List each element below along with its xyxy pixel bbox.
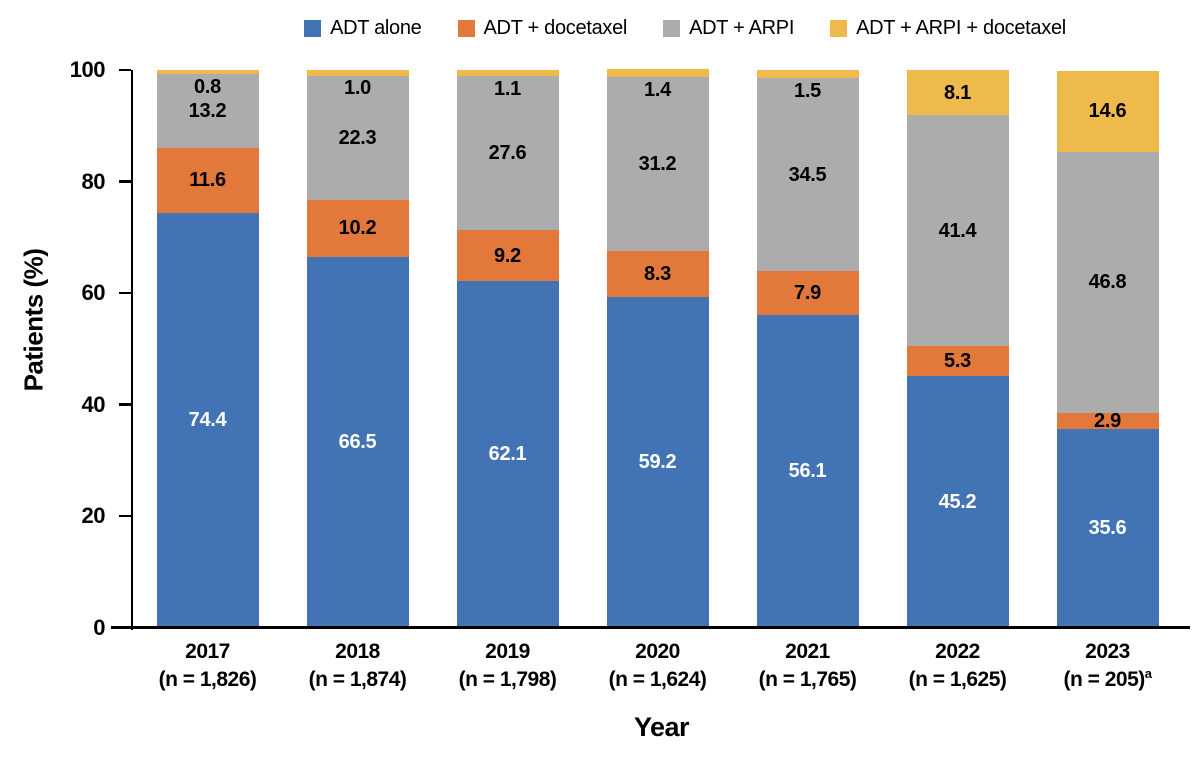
x-axis-year-label: 2023 [1085,639,1130,663]
x-axis-title: Year [633,712,690,742]
x-axis-category-label: 2023 (n = 205)a [1028,638,1188,694]
bar-segment [756,70,859,79]
legend-item-label: ADT + docetaxel [483,16,628,39]
y-axis-tick [118,291,131,295]
legend-swatch-icon [830,19,848,37]
x-axis-year-label: 2021 [785,639,830,663]
bar-segment [756,270,859,315]
x-axis-category-label: 2019 (n = 1,798) [428,638,588,694]
legend-item: ADT + ARPI + docetaxel [830,17,1066,40]
bar-segment [1056,70,1159,152]
bar-segment [1056,151,1159,413]
x-axis-category-label: 2017 (n = 1,826) [128,638,288,694]
bar-segment [306,256,409,628]
x-axis-category-label: 2021 (n = 1,765) [728,638,888,694]
y-axis-tick [118,514,131,518]
bar-segment [1056,429,1159,628]
bar-segment [1056,412,1159,430]
x-axis-n-label: (n = 1,874) [308,667,407,691]
bar-segment [906,345,1009,376]
bar-segment [606,297,709,628]
y-axis-tick [118,403,131,406]
bar-segment [306,75,409,200]
x-axis-year-label: 2022 [935,639,980,663]
legend-item-label: ADT + ARPI + docetaxel [856,16,1066,39]
bar-segment [306,199,409,257]
y-axis-tick-label: 80 [81,168,106,194]
x-axis-n-label: (n = 205)a [1063,665,1152,691]
bar-segment [156,74,259,149]
bar-segment [606,251,709,298]
bar-segment [456,76,559,230]
bar-segment [906,70,1009,116]
x-axis-category-label: 2018 (n = 1,874) [278,638,438,694]
y-axis-tick-label: 40 [81,391,106,417]
legend-swatch-icon [457,19,475,37]
y-axis-line [130,70,133,630]
y-axis-tick-label: 100 [69,57,106,82]
x-axis-n-label: (n = 1,826) [158,667,257,691]
y-axis-tick-label: 60 [81,280,106,305]
x-axis-category-label: 2020 (n = 1,624) [578,638,738,694]
x-axis-year-label: 2017 [185,639,230,663]
x-axis-category-label: 2022 (n = 1,625) [878,638,1038,694]
legend-item-label: ADT + ARPI [689,16,795,39]
bar-segment [756,78,859,271]
bar-segment [456,281,559,628]
bar-segment [156,148,259,213]
x-axis-n-label: (n = 1,624) [608,667,707,691]
bar-segment [606,69,709,78]
legend-item-label: ADT alone [330,16,422,39]
y-axis-tick-label: 20 [81,503,106,528]
bar-segment [606,77,709,252]
bar-segment [456,70,559,77]
chart-legend: ADT alone ADT + docetaxel ADT + ARPI ADT + … [170,14,1200,42]
bar-segment [156,70,259,75]
x-axis-n-label: (n = 1,765) [758,667,857,691]
legend-swatch-icon [304,19,322,37]
x-axis-n-label: (n = 1,798) [458,667,557,691]
bar-segment [306,70,409,76]
x-axis-line [111,626,1190,629]
x-axis-year-label: 2018 [335,639,380,663]
bar-segment [456,230,559,282]
x-axis-year-label: 2019 [485,639,530,663]
y-axis-tick [118,180,131,183]
y-axis-tick [118,68,131,72]
legend-item: ADT + ARPI [663,17,794,40]
legend-swatch-icon [663,19,681,37]
legend-item: ADT + docetaxel [457,16,628,40]
bar-segment [906,115,1009,346]
y-axis-tick-label: 0 [93,614,105,640]
footnote-marker: a [1144,665,1152,681]
bar-segment [756,314,859,628]
bar-segment [906,375,1009,628]
legend-item: ADT alone [304,16,422,40]
y-axis-title: Patients (%) [18,248,49,392]
x-axis-year-label: 2020 [635,639,680,663]
x-axis-n-label: (n = 1,625) [908,667,1007,691]
bar-segment [156,212,259,628]
